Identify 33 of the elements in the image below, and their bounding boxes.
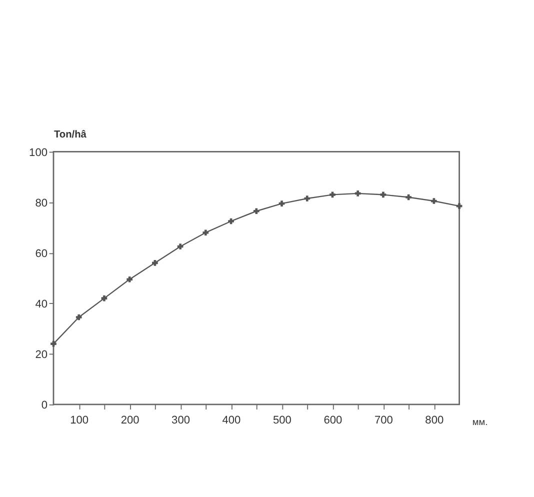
point	[354, 190, 361, 196]
point	[456, 203, 462, 209]
x-tick-label: 600	[324, 414, 342, 426]
point	[50, 340, 56, 347]
x-tick-label: 700	[374, 414, 393, 426]
point	[278, 200, 285, 206]
point	[76, 314, 82, 320]
x-tick-label: 800	[425, 414, 444, 426]
x-tick-label: 100	[70, 414, 89, 426]
y-tick-label: 60	[35, 248, 48, 260]
x-tick-label: 400	[222, 414, 241, 426]
point	[253, 208, 260, 214]
point	[304, 196, 310, 202]
x-tick-label: 200	[120, 414, 140, 426]
point	[177, 244, 184, 250]
y-tick-label: 80	[35, 197, 48, 210]
point	[330, 192, 336, 198]
x-tick-label: 500	[273, 414, 292, 426]
x-tick-label: 300	[172, 414, 190, 426]
point	[380, 192, 386, 198]
point	[202, 230, 209, 236]
point	[228, 218, 234, 224]
point	[101, 295, 108, 302]
y-axis-title: Ton/hâ	[54, 129, 87, 140]
point	[431, 198, 437, 204]
y-tick-label: 20	[35, 349, 48, 362]
point	[152, 260, 158, 266]
x-axis-title: мм.	[472, 417, 488, 428]
y-tick-label: 40	[35, 298, 48, 311]
y-tick-label: 100	[29, 146, 48, 159]
y-tick-label: 0	[41, 400, 48, 412]
point	[126, 276, 132, 282]
point	[406, 194, 412, 200]
